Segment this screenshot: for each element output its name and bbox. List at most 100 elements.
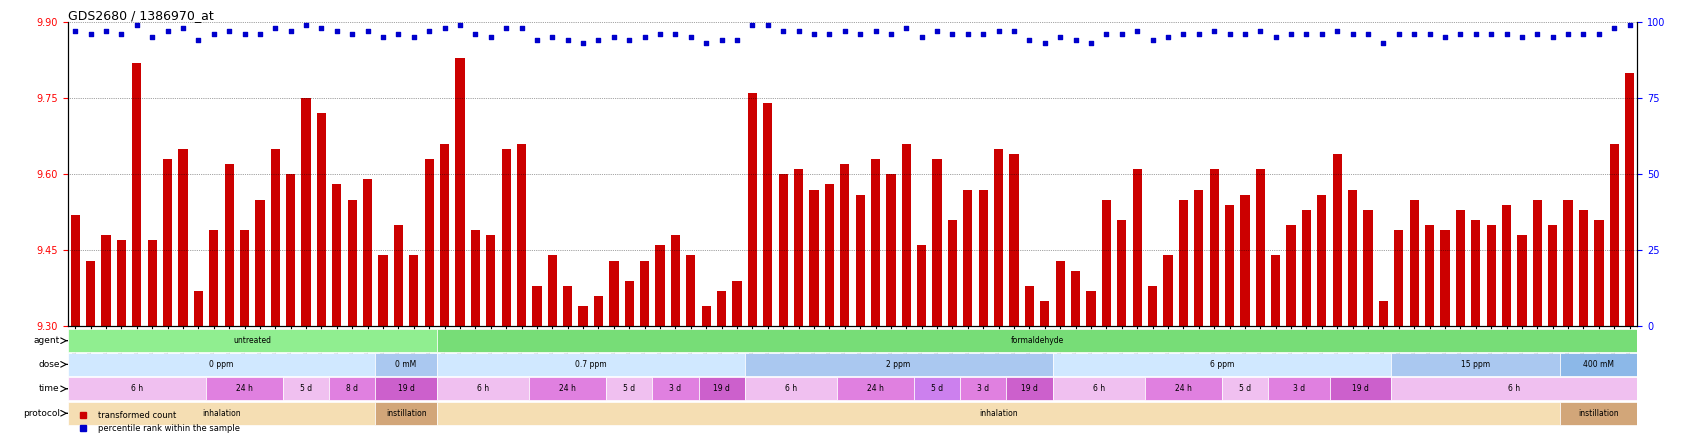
Text: 5 d: 5 d [300, 385, 312, 393]
Point [231, 31, 258, 38]
Point [1462, 31, 1489, 38]
Bar [393, 225, 403, 326]
Text: instillation: instillation [387, 409, 427, 418]
Point [1585, 31, 1612, 38]
Bar [1332, 154, 1342, 326]
Bar [71, 215, 79, 326]
Point [1447, 31, 1474, 38]
Point [709, 37, 736, 44]
Bar [670, 235, 680, 326]
Bar [841, 164, 849, 326]
Bar [1117, 220, 1126, 326]
Point [1431, 34, 1458, 41]
Bar [1210, 169, 1219, 326]
Point [908, 34, 935, 41]
Bar [1394, 230, 1403, 326]
Bar [225, 164, 233, 326]
Point [538, 34, 565, 41]
Text: 19 d: 19 d [398, 385, 415, 393]
Bar [240, 230, 250, 326]
Bar [164, 159, 172, 326]
Text: 19 d: 19 d [1352, 385, 1369, 393]
Text: 6 h: 6 h [130, 385, 143, 393]
Point [1031, 40, 1058, 47]
Text: 6 h: 6 h [478, 385, 490, 393]
Bar [1055, 261, 1065, 326]
Point [1339, 31, 1366, 38]
FancyBboxPatch shape [1053, 353, 1391, 376]
Bar [1133, 169, 1141, 326]
Bar [1040, 301, 1050, 326]
Point [863, 28, 890, 35]
Bar [1518, 235, 1526, 326]
Bar [348, 200, 356, 326]
Point [1524, 31, 1551, 38]
Point [616, 37, 643, 44]
FancyBboxPatch shape [1006, 377, 1053, 400]
Bar [625, 281, 635, 326]
Bar [132, 63, 142, 326]
Bar [1425, 225, 1435, 326]
Point [1092, 31, 1119, 38]
Point [1371, 40, 1398, 47]
Point [1494, 31, 1521, 38]
Point [216, 28, 243, 35]
Bar [1610, 144, 1619, 326]
Point [785, 28, 812, 35]
Point [1016, 37, 1043, 44]
Point [677, 34, 704, 41]
Text: 15 ppm: 15 ppm [1462, 360, 1491, 369]
Point [755, 22, 782, 29]
Point [277, 28, 304, 35]
Bar [194, 291, 203, 326]
Point [370, 34, 397, 41]
FancyBboxPatch shape [652, 377, 699, 400]
Bar [564, 286, 572, 326]
Bar [901, 144, 912, 326]
FancyBboxPatch shape [1268, 377, 1330, 400]
Bar [1548, 225, 1558, 326]
Bar [856, 194, 864, 326]
Bar [1533, 200, 1541, 326]
Bar [949, 220, 957, 326]
Bar [1472, 220, 1480, 326]
FancyBboxPatch shape [375, 353, 437, 376]
FancyBboxPatch shape [68, 329, 437, 352]
Bar [979, 190, 987, 326]
Text: 400 mM: 400 mM [1583, 360, 1614, 369]
Bar [425, 159, 434, 326]
Bar [748, 93, 756, 326]
Point [154, 28, 181, 35]
Bar [1225, 205, 1234, 326]
FancyBboxPatch shape [1560, 402, 1637, 425]
Bar [809, 190, 819, 326]
Bar [1349, 190, 1357, 326]
Point [1263, 34, 1290, 41]
Point [1109, 31, 1136, 38]
Text: 3 d: 3 d [670, 385, 682, 393]
Point [324, 28, 351, 35]
FancyBboxPatch shape [1053, 377, 1144, 400]
Bar [871, 159, 879, 326]
Bar [1440, 230, 1450, 326]
FancyBboxPatch shape [437, 353, 744, 376]
Point [954, 31, 981, 38]
Text: 24 h: 24 h [559, 385, 576, 393]
FancyBboxPatch shape [437, 377, 530, 400]
Point [446, 22, 473, 29]
Bar [441, 144, 449, 326]
Point [1247, 28, 1274, 35]
Bar [1070, 271, 1080, 326]
Bar [302, 98, 311, 326]
Bar [501, 149, 511, 326]
Point [463, 31, 490, 38]
FancyBboxPatch shape [437, 402, 1560, 425]
Text: 19 d: 19 d [714, 385, 729, 393]
Bar [101, 235, 111, 326]
Point [184, 37, 213, 44]
Bar [1286, 225, 1296, 326]
Text: inhalation: inhalation [203, 409, 241, 418]
Text: 3 d: 3 d [977, 385, 989, 393]
Bar [793, 169, 803, 326]
FancyBboxPatch shape [744, 377, 837, 400]
